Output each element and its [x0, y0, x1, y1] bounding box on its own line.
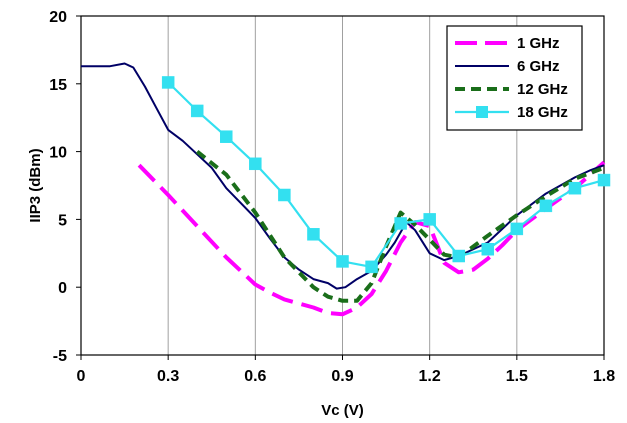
data-point-18-ghz — [452, 249, 465, 263]
x-tick-label: 1.5 — [506, 368, 528, 385]
y-tick-label: 20 — [49, 9, 67, 26]
x-tick-label: 0.6 — [244, 368, 266, 385]
legend-label-18-ghz: 18 GHz — [517, 104, 568, 121]
legend-label-1-ghz: 1 GHz — [517, 35, 560, 52]
data-point-18-ghz — [568, 181, 582, 195]
legend-label-6-ghz: 6 GHz — [517, 58, 560, 75]
x-axis-title: Vc (V) — [321, 402, 364, 419]
data-point-18-ghz — [307, 228, 320, 241]
x-tick-label: 0 — [77, 368, 86, 385]
data-point-18-ghz — [161, 76, 175, 89]
data-point-18-ghz — [481, 242, 495, 256]
data-point-18-ghz — [394, 217, 407, 230]
legend-label-12-ghz: 12 GHz — [517, 81, 568, 98]
data-point-18-ghz — [249, 157, 262, 171]
data-point-18-ghz — [278, 188, 291, 202]
axis-ticks: 0 0.3 0.6 0.9 1.2 1.5 1.8 -5 0 5 10 15 20 — [49, 9, 615, 385]
data-point-18-ghz — [597, 173, 611, 187]
data-point-18-ghz — [365, 260, 378, 274]
data-point-18-ghz — [539, 199, 553, 213]
x-tick-label: 0.9 — [331, 368, 353, 385]
y-tick-label: 0 — [58, 280, 67, 297]
data-point-18-ghz — [190, 104, 204, 118]
series-line-6-ghz — [81, 62, 605, 290]
series-line-12-ghz — [195, 150, 605, 303]
series-line-18-ghz — [167, 81, 605, 268]
data-point-18-ghz — [423, 213, 436, 226]
series-line-1-ghz — [137, 160, 606, 317]
y-tick-label: 10 — [49, 145, 67, 162]
data-point-18-ghz — [510, 222, 524, 236]
x-tick-label: 0.3 — [157, 368, 179, 385]
legend-marker-18-ghz — [476, 106, 488, 118]
series-group — [81, 62, 611, 317]
y-axis-title: IIP3 (dBm) — [27, 148, 44, 222]
legend: 1 GHz 6 GHz 12 GHz 18 GHz — [446, 25, 583, 131]
data-point-18-ghz — [220, 130, 233, 143]
gridlines — [167, 16, 518, 355]
y-tick-label: 15 — [49, 77, 67, 94]
y-tick-label: -5 — [53, 348, 67, 365]
x-tick-label: 1.8 — [593, 368, 615, 385]
y-tick-label: 5 — [58, 212, 67, 229]
x-tick-label: 1.2 — [419, 368, 441, 385]
data-point-18-ghz — [336, 255, 349, 268]
